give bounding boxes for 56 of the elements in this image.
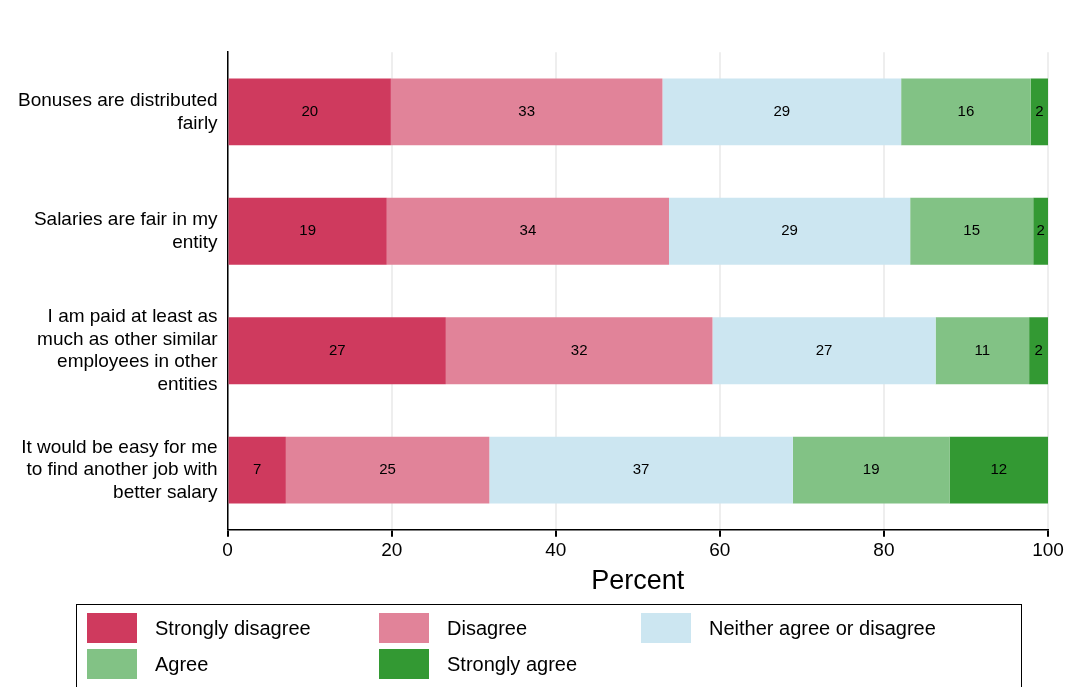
data-label: 20	[301, 102, 319, 120]
x-tick-label: 60	[709, 539, 731, 561]
x-axis-title: Percent	[591, 565, 685, 596]
data-label: 11	[974, 340, 991, 358]
x-tick-label: 40	[545, 539, 567, 561]
bar	[390, 78, 663, 146]
data-label: 29	[773, 102, 791, 120]
bar	[1030, 78, 1048, 146]
data-label: 12	[990, 460, 1008, 478]
x-tick-label: 0	[222, 539, 233, 561]
legend-label: Strongly agree	[447, 652, 578, 676]
bar	[901, 78, 1031, 146]
data-label: 25	[379, 460, 396, 478]
bar	[1033, 197, 1048, 265]
x-tick-label: 20	[381, 539, 403, 561]
bar	[949, 436, 1048, 504]
bar	[445, 317, 713, 385]
y-tick-label: Salaries are fair in my entity	[33, 208, 219, 252]
x-tick-label: 100	[1032, 539, 1064, 561]
data-label: 27	[815, 340, 833, 358]
data-label: 7	[253, 460, 262, 478]
bar	[910, 197, 1034, 265]
y-tick-label: Bonuses are distributed fairly	[18, 88, 219, 133]
bar	[489, 436, 793, 504]
bar	[228, 436, 286, 504]
data-label: 2	[1034, 340, 1043, 358]
y-tick-label: I am paid at least as much as other similar employees in other entities	[37, 304, 219, 395]
data-label: 19	[862, 460, 880, 478]
bar	[228, 317, 446, 385]
data-label: 33	[518, 102, 535, 120]
bar	[935, 317, 1030, 385]
bar	[228, 78, 391, 146]
bar	[792, 436, 950, 504]
bar	[228, 197, 387, 265]
x-tick-label: 80	[873, 539, 895, 561]
legend-label: Strongly disagree	[155, 616, 311, 640]
y-tick-label: It would be easy for me to find another job with better salary	[21, 435, 219, 503]
legend-label: Neither agree or disagree	[709, 616, 936, 640]
bar	[285, 436, 490, 504]
data-label: 29	[781, 221, 798, 239]
data-label: 32	[570, 340, 588, 358]
data-label: 19	[299, 221, 317, 239]
data-label: 16	[957, 102, 975, 120]
bar	[386, 197, 669, 265]
bar	[1029, 317, 1048, 385]
bar	[662, 78, 902, 146]
data-label: 34	[519, 221, 537, 239]
data-label: 2	[1036, 221, 1045, 239]
legend-label: Agree	[155, 652, 209, 676]
data-label: 37	[632, 460, 650, 478]
data-label: 15	[963, 221, 981, 239]
data-label: 27	[328, 340, 346, 358]
legend-label: Disagree	[447, 616, 528, 640]
data-label: 2	[1035, 102, 1044, 120]
bar	[712, 317, 936, 385]
bar	[668, 197, 911, 265]
